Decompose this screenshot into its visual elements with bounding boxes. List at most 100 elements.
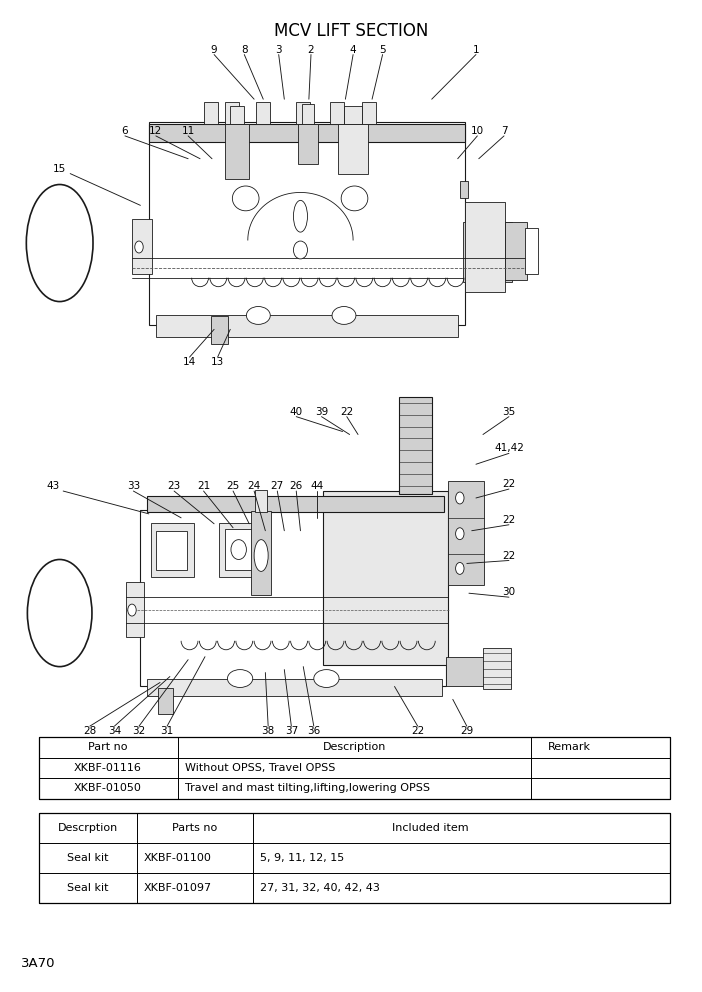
Ellipse shape bbox=[314, 670, 339, 687]
Bar bbox=[362, 102, 376, 124]
Ellipse shape bbox=[227, 670, 253, 687]
Ellipse shape bbox=[27, 185, 93, 302]
Text: 27, 31, 32, 40, 42, 43: 27, 31, 32, 40, 42, 43 bbox=[260, 883, 380, 893]
Text: 15: 15 bbox=[53, 164, 66, 174]
Ellipse shape bbox=[27, 559, 92, 667]
Text: 29: 29 bbox=[461, 726, 473, 736]
Bar bbox=[256, 102, 270, 124]
Text: Part no: Part no bbox=[88, 742, 128, 752]
Text: Description: Description bbox=[323, 742, 386, 752]
Text: 23: 23 bbox=[168, 481, 180, 491]
Text: 26: 26 bbox=[290, 481, 303, 491]
Bar bbox=[446, 657, 484, 686]
Bar bbox=[211, 316, 228, 344]
Text: 30: 30 bbox=[503, 587, 515, 597]
Bar bbox=[465, 202, 505, 292]
Text: 33: 33 bbox=[127, 481, 140, 491]
Text: 8: 8 bbox=[241, 45, 248, 55]
Bar bbox=[204, 102, 218, 124]
Bar bbox=[230, 106, 244, 124]
Text: Parts no: Parts no bbox=[173, 823, 218, 833]
Text: Remark: Remark bbox=[548, 742, 591, 752]
Bar bbox=[251, 511, 271, 595]
Bar bbox=[132, 219, 152, 274]
Bar bbox=[448, 481, 484, 585]
Bar bbox=[149, 124, 465, 142]
Text: 14: 14 bbox=[183, 357, 196, 367]
Bar bbox=[225, 529, 253, 570]
Text: 22: 22 bbox=[503, 479, 515, 489]
Bar bbox=[525, 228, 538, 274]
Text: 44: 44 bbox=[311, 481, 324, 491]
Text: 43: 43 bbox=[46, 481, 59, 491]
Text: 3A70: 3A70 bbox=[21, 957, 55, 970]
Text: 9: 9 bbox=[211, 45, 218, 55]
Text: 35: 35 bbox=[503, 407, 515, 417]
Bar bbox=[147, 679, 442, 696]
Ellipse shape bbox=[232, 186, 259, 211]
Text: 39: 39 bbox=[315, 407, 328, 417]
Bar bbox=[225, 124, 249, 179]
Circle shape bbox=[128, 604, 136, 616]
Ellipse shape bbox=[254, 540, 268, 571]
Text: 40: 40 bbox=[290, 407, 303, 417]
Text: 1: 1 bbox=[472, 45, 479, 55]
Bar bbox=[460, 181, 468, 198]
Text: 31: 31 bbox=[161, 726, 173, 736]
Bar bbox=[147, 496, 444, 512]
Text: 10: 10 bbox=[471, 126, 484, 136]
Bar bbox=[151, 523, 194, 577]
Bar bbox=[330, 102, 344, 124]
Text: 5, 9, 11, 12, 15: 5, 9, 11, 12, 15 bbox=[260, 853, 345, 863]
Ellipse shape bbox=[246, 307, 270, 324]
Ellipse shape bbox=[231, 540, 246, 559]
Bar bbox=[225, 102, 239, 124]
Circle shape bbox=[456, 562, 464, 574]
Bar bbox=[156, 315, 458, 337]
Text: 41,42: 41,42 bbox=[494, 443, 524, 453]
Text: 22: 22 bbox=[503, 551, 515, 560]
Text: 13: 13 bbox=[211, 357, 224, 367]
Bar bbox=[344, 106, 362, 124]
Text: 11: 11 bbox=[182, 126, 194, 136]
Text: 7: 7 bbox=[501, 126, 508, 136]
Text: XKBF-01100: XKBF-01100 bbox=[144, 853, 211, 863]
Bar bbox=[296, 102, 310, 124]
Bar bbox=[505, 222, 526, 280]
Text: 3: 3 bbox=[275, 45, 282, 55]
Text: XKBF-01050: XKBF-01050 bbox=[74, 784, 142, 794]
Text: 6: 6 bbox=[121, 126, 128, 136]
Text: Travel and mast tilting,lifting,lowering OPSS: Travel and mast tilting,lifting,lowering… bbox=[185, 784, 430, 794]
Bar bbox=[156, 531, 187, 570]
Text: Descrption: Descrption bbox=[58, 823, 118, 833]
Text: 22: 22 bbox=[503, 515, 515, 525]
Text: 27: 27 bbox=[271, 481, 284, 491]
Text: 37: 37 bbox=[285, 726, 298, 736]
Text: 4: 4 bbox=[350, 45, 357, 55]
Text: 22: 22 bbox=[411, 726, 424, 736]
Text: 5: 5 bbox=[379, 45, 386, 55]
Text: 25: 25 bbox=[227, 481, 239, 491]
Circle shape bbox=[456, 492, 464, 504]
Text: MCV LIFT SECTION: MCV LIFT SECTION bbox=[274, 22, 428, 40]
Text: XKBF-01116: XKBF-01116 bbox=[74, 763, 142, 773]
Bar bbox=[39, 813, 670, 903]
Text: Seal kit: Seal kit bbox=[67, 883, 108, 893]
Bar bbox=[323, 491, 448, 665]
Bar bbox=[255, 490, 267, 512]
Text: 2: 2 bbox=[307, 45, 314, 55]
Bar bbox=[302, 104, 314, 124]
Ellipse shape bbox=[341, 186, 368, 211]
Ellipse shape bbox=[293, 200, 307, 232]
Bar bbox=[298, 124, 318, 164]
Ellipse shape bbox=[332, 307, 356, 324]
Text: 32: 32 bbox=[133, 726, 145, 736]
Circle shape bbox=[135, 241, 143, 253]
Text: Included item: Included item bbox=[392, 823, 469, 833]
Text: 12: 12 bbox=[150, 126, 162, 136]
Bar bbox=[39, 737, 670, 799]
Ellipse shape bbox=[293, 241, 307, 259]
Bar bbox=[219, 523, 258, 577]
Bar bbox=[158, 688, 173, 714]
Circle shape bbox=[456, 528, 464, 540]
